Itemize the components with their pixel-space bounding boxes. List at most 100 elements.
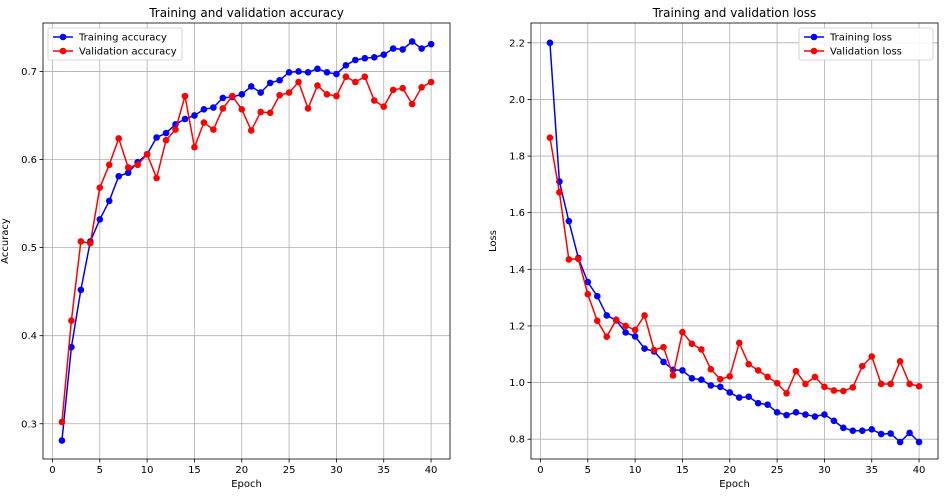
x-tick-label: 10 <box>141 465 154 476</box>
legend-entry: Training loss <box>829 33 892 44</box>
data-point <box>266 79 274 87</box>
series-line-1 <box>549 137 920 395</box>
x-tick-label: 25 <box>771 465 784 476</box>
x-tick-label: 25 <box>283 465 296 476</box>
data-point <box>669 372 677 379</box>
data-point <box>717 375 724 383</box>
data-point <box>593 317 601 325</box>
data-point <box>304 69 312 76</box>
data-point <box>546 134 554 141</box>
data-point <box>802 411 809 418</box>
legend-box <box>47 27 183 61</box>
data-point <box>200 119 208 126</box>
series-line-0 <box>549 42 920 444</box>
data-point <box>698 376 705 384</box>
data-point <box>840 387 847 395</box>
data-point <box>906 380 913 388</box>
data-point <box>688 340 696 348</box>
data-point <box>266 109 274 117</box>
data-point <box>811 373 819 381</box>
y-tick-label: 0.5 <box>21 243 37 254</box>
x-tick-label: 15 <box>188 465 201 476</box>
data-point <box>389 45 397 52</box>
data-point <box>811 413 819 420</box>
data-point <box>210 104 217 111</box>
data-point <box>276 91 283 99</box>
legend-swatch-marker <box>59 33 67 41</box>
data-point <box>821 383 828 391</box>
data-point <box>191 112 198 119</box>
data-point <box>115 135 123 142</box>
y-tick-label: 0.8 <box>509 435 525 446</box>
data-point <box>323 69 331 76</box>
data-point <box>792 408 800 416</box>
data-point <box>124 164 132 171</box>
data-point <box>257 89 264 96</box>
data-point <box>603 312 611 319</box>
legend-box <box>798 27 934 61</box>
data-point <box>219 94 227 102</box>
data-point <box>887 380 894 388</box>
data-point <box>58 437 66 444</box>
data-point <box>285 69 293 76</box>
data-point <box>191 143 198 151</box>
data-point <box>754 367 762 374</box>
data-point <box>153 134 160 141</box>
data-point <box>565 217 573 225</box>
legend-swatch-marker <box>810 33 818 41</box>
data-point <box>87 239 94 247</box>
y-tick-label: 2.2 <box>509 38 525 49</box>
data-point <box>181 115 189 123</box>
data-point <box>906 429 913 437</box>
data-point <box>181 92 189 100</box>
data-point <box>342 61 350 69</box>
data-point <box>849 384 857 391</box>
data-point <box>370 97 378 104</box>
x-tick-label: 5 <box>97 465 103 476</box>
x-tick-label: 10 <box>629 465 642 476</box>
axes-frame <box>530 22 939 460</box>
data-point <box>887 430 894 437</box>
data-point <box>698 346 705 353</box>
data-point <box>877 380 885 388</box>
legend-entry: Validation loss <box>830 47 902 58</box>
data-point <box>229 92 236 100</box>
data-point <box>361 54 369 62</box>
data-point <box>257 108 264 116</box>
series-line-1 <box>61 75 432 423</box>
data-point <box>342 73 350 81</box>
data-point <box>546 39 554 47</box>
x-tick-label: 15 <box>676 465 689 476</box>
x-tick-label: 30 <box>330 465 343 476</box>
data-point <box>858 427 866 434</box>
data-point <box>172 126 179 133</box>
data-point <box>726 373 734 380</box>
data-point <box>650 346 658 354</box>
data-point <box>399 84 406 92</box>
data-point <box>783 390 790 397</box>
data-point <box>380 51 388 59</box>
data-point <box>565 256 573 263</box>
data-point <box>96 216 104 223</box>
data-point <box>631 326 639 334</box>
data-point <box>162 136 170 144</box>
data-point <box>877 430 885 438</box>
data-point <box>622 322 629 330</box>
data-point <box>783 411 790 419</box>
y-tick-label: 0.4 <box>21 331 37 342</box>
data-point <box>408 100 416 108</box>
x-tick-label: 20 <box>723 465 736 476</box>
data-point <box>295 78 302 86</box>
data-point <box>764 373 771 381</box>
legend-swatch-marker <box>59 47 67 55</box>
y-axis-label: Accuracy <box>0 218 11 264</box>
y-tick-label: 0.6 <box>21 155 37 166</box>
data-point <box>105 197 113 205</box>
data-point <box>58 418 66 426</box>
data-point <box>238 91 246 98</box>
y-axis-label: Loss <box>488 230 499 252</box>
data-point <box>622 329 629 336</box>
x-axis-label: Epoch <box>231 479 262 490</box>
legend-swatch-marker <box>810 47 818 55</box>
data-point <box>238 106 246 113</box>
